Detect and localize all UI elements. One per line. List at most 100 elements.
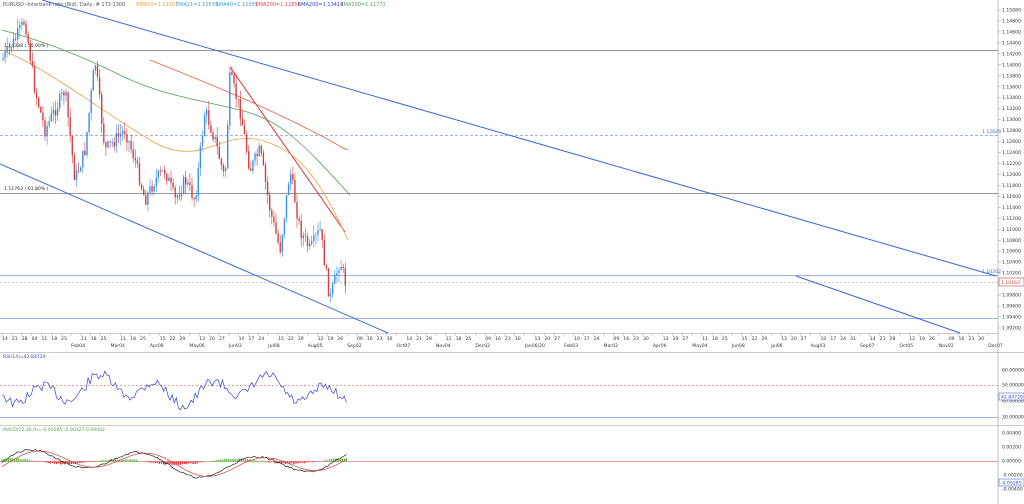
macd-bar bbox=[121, 459, 123, 462]
date-tick-label: May04 bbox=[692, 343, 707, 349]
candle-body bbox=[101, 94, 103, 124]
candlesticks[interactable] bbox=[2, 17, 346, 303]
candle-body bbox=[325, 265, 328, 269]
date-tick-label: 18 bbox=[51, 336, 57, 342]
candle-body bbox=[50, 113, 52, 121]
date-tick-label: 15 bbox=[160, 336, 166, 342]
macd-bar bbox=[3, 458, 5, 462]
date-tick-label: Feb04 bbox=[71, 343, 85, 349]
macd-bar bbox=[253, 459, 255, 462]
macd-bar bbox=[295, 461, 297, 464]
macd-bar bbox=[104, 460, 106, 462]
macd-current-box bbox=[998, 478, 1024, 487]
channel-lower-line-ext[interactable] bbox=[795, 275, 961, 334]
candle-body bbox=[182, 177, 185, 194]
date-tick-label: 19 bbox=[327, 336, 333, 342]
date-tick-label: 16 bbox=[623, 336, 629, 342]
right-label-mid: 1.10202 bbox=[982, 269, 1001, 275]
price-tick-label: 1.10200 bbox=[1002, 271, 1021, 277]
candle-body bbox=[17, 28, 19, 40]
macd-bar bbox=[242, 458, 245, 462]
price-axis-labels: 1.15080 1.14800 1.14600 1.14400 1.14200 1.140… bbox=[998, 8, 1021, 332]
macd-bar bbox=[198, 461, 201, 463]
macd-bar bbox=[297, 461, 299, 464]
channel-lower-line[interactable] bbox=[0, 163, 389, 334]
price-tick-label: 1.10400 bbox=[1002, 260, 1021, 266]
date-tick-label: 30 bbox=[643, 336, 649, 342]
macd-bar bbox=[133, 459, 135, 462]
price-tick-label: 1.12200 bbox=[1002, 161, 1021, 167]
candle-body bbox=[35, 91, 38, 98]
date-tick-label: 18 bbox=[130, 336, 136, 342]
date-tick-label: 20 bbox=[791, 336, 797, 342]
macd-bar bbox=[135, 459, 138, 462]
macd-bar bbox=[247, 458, 249, 462]
candle-body bbox=[254, 153, 256, 161]
date-tick-label: 20 bbox=[209, 336, 215, 342]
price-tick-label: 1.14200 bbox=[1002, 51, 1021, 57]
macd-bar bbox=[129, 459, 131, 462]
candle-body bbox=[292, 174, 294, 181]
candle-body bbox=[243, 125, 246, 135]
candle-body bbox=[212, 132, 214, 140]
header-part: EURUSD -Interbank rate (Bid), Daily, # 1… bbox=[3, 2, 125, 8]
date-tick-label: 25 bbox=[140, 336, 146, 342]
candle-body bbox=[189, 182, 191, 186]
macd-tick-label: 0.00400 bbox=[1002, 431, 1021, 437]
ema100-line bbox=[1, 29, 351, 196]
header-part: EMA200=1.12856 bbox=[256, 2, 301, 8]
candle-body bbox=[271, 210, 273, 217]
macd-bar bbox=[230, 459, 232, 462]
price-tick-label: 1.13400 bbox=[1002, 95, 1021, 101]
macd-bar bbox=[251, 459, 253, 462]
macd-bar bbox=[286, 461, 289, 464]
candle-body bbox=[231, 72, 233, 75]
channel-upper-line[interactable] bbox=[41, 0, 997, 277]
candle-body bbox=[14, 38, 17, 40]
header-part: EMA200=1.13414 bbox=[298, 2, 343, 8]
macd-bar bbox=[165, 461, 167, 465]
date-tick-label: 13 bbox=[781, 336, 787, 342]
date-tick-label: 22 bbox=[170, 336, 176, 342]
macd-bar bbox=[181, 461, 184, 465]
candle-body bbox=[241, 118, 244, 126]
candle-body bbox=[266, 181, 269, 196]
macd-bar bbox=[160, 461, 163, 464]
macd-bar bbox=[32, 460, 35, 462]
candle-body bbox=[290, 174, 292, 185]
red-trendline[interactable] bbox=[229, 66, 346, 233]
candle-body bbox=[109, 141, 111, 143]
date-tick-label: 27 bbox=[801, 336, 807, 342]
macd-bar bbox=[293, 461, 295, 465]
macd-bar bbox=[79, 461, 81, 463]
macd-bar bbox=[146, 461, 148, 463]
date-tick-label: Jul06 bbox=[770, 343, 782, 349]
price-tick-label: 1.09800 bbox=[1002, 293, 1021, 299]
date-tick-label: Feb03 bbox=[564, 343, 578, 349]
date-tick-label: 09 bbox=[485, 336, 491, 342]
price-axis bbox=[998, 0, 1024, 504]
price-tick-label: 1.09600 bbox=[1002, 304, 1021, 310]
candle-body bbox=[208, 110, 210, 125]
date-tick-label: 24 bbox=[258, 336, 264, 342]
macd-bar bbox=[324, 459, 327, 462]
candle-body bbox=[115, 133, 118, 147]
candle-body bbox=[187, 182, 189, 185]
price-panel[interactable] bbox=[0, 0, 998, 333]
macd-bar bbox=[167, 461, 169, 464]
candle-body bbox=[218, 146, 220, 159]
date-tick-label: 18 bbox=[456, 336, 462, 342]
macd-bar bbox=[196, 461, 198, 464]
candle-body bbox=[304, 235, 307, 237]
date-tick-label: 26 bbox=[929, 336, 935, 342]
candle-body bbox=[136, 160, 139, 164]
macd-bar bbox=[156, 461, 159, 464]
candle-body bbox=[239, 99, 241, 119]
date-tick-label: 09 bbox=[613, 336, 619, 342]
macd-bar bbox=[175, 461, 177, 466]
candle-body bbox=[275, 222, 277, 234]
candle-body bbox=[319, 229, 321, 231]
candle-body bbox=[197, 167, 199, 196]
macd-bar bbox=[303, 461, 306, 464]
